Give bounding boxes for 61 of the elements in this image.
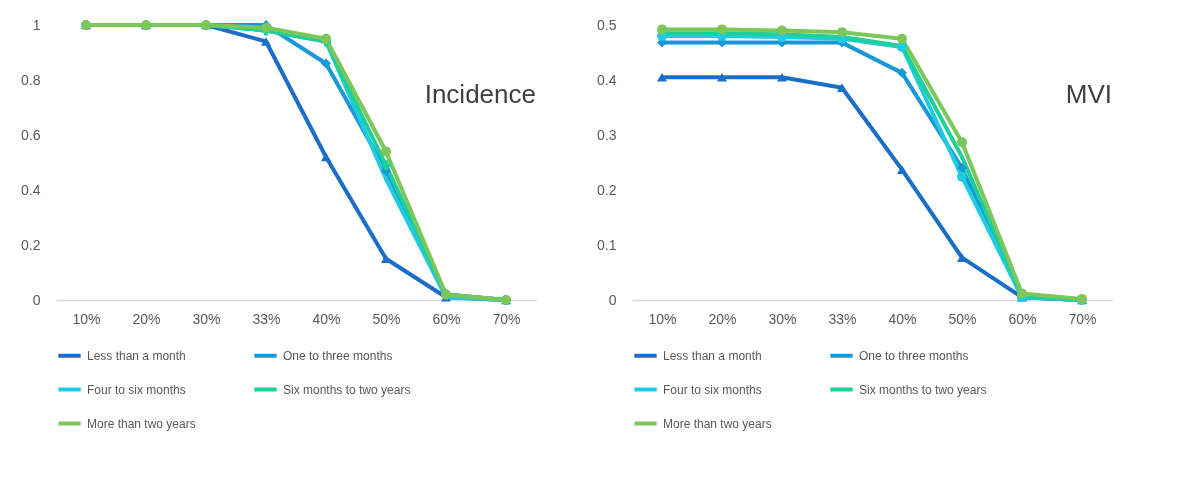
x-tick-label: 33% bbox=[252, 310, 281, 327]
y-tick-label: 0.8 bbox=[21, 71, 41, 88]
text: Incidence bbox=[424, 79, 536, 109]
point bbox=[1017, 288, 1027, 299]
x-tick-label: 33% bbox=[828, 310, 857, 327]
point bbox=[837, 27, 847, 38]
point bbox=[837, 83, 847, 93]
x-tick-label: 30% bbox=[192, 310, 221, 327]
x-tick-label: 50% bbox=[948, 310, 977, 327]
y-tick-label: 0.3 bbox=[597, 126, 617, 143]
legend-label: Six months to two years bbox=[283, 382, 411, 397]
y-tick-label: 0.2 bbox=[597, 181, 617, 198]
x-tick-label: 50% bbox=[372, 310, 401, 327]
point bbox=[897, 165, 907, 174]
y-tick-label: 0.5 bbox=[597, 16, 617, 33]
point bbox=[897, 42, 907, 52]
x-tick-label: 10% bbox=[72, 310, 101, 327]
x-tick-label: 30% bbox=[768, 310, 797, 327]
legend-label: One to three months bbox=[859, 348, 969, 363]
x-tick-label: 40% bbox=[888, 310, 917, 327]
y-tick-label: 0.4 bbox=[597, 71, 617, 88]
point bbox=[717, 24, 727, 35]
x-tick-label: 70% bbox=[1068, 310, 1097, 327]
point bbox=[657, 72, 667, 82]
x-tick-label: 40% bbox=[312, 310, 341, 327]
legend-label: Six months to two years bbox=[859, 382, 987, 397]
y-tick-label: 0 bbox=[32, 291, 41, 308]
x-tick-label: 20% bbox=[708, 310, 737, 327]
point bbox=[717, 72, 727, 82]
point bbox=[321, 152, 331, 162]
point bbox=[957, 137, 967, 148]
legend-label: Less than a month bbox=[663, 348, 762, 363]
y-tick-label: 1 bbox=[32, 16, 41, 33]
point bbox=[957, 171, 967, 182]
point bbox=[657, 24, 667, 35]
point bbox=[897, 67, 907, 78]
legend-label: More than two years bbox=[663, 416, 772, 431]
point bbox=[897, 33, 907, 44]
legend-label: One to three months bbox=[283, 348, 393, 363]
x-tick-label: 20% bbox=[132, 310, 161, 327]
y-tick-label: 0.6 bbox=[21, 126, 41, 143]
point bbox=[381, 146, 391, 157]
y-tick-label: 0.1 bbox=[597, 236, 617, 253]
point bbox=[321, 58, 331, 69]
x-tick-label: 60% bbox=[1008, 310, 1037, 327]
point bbox=[261, 37, 271, 46]
legend-label: Four to six months bbox=[663, 382, 762, 397]
legend-label: More than two years bbox=[87, 416, 196, 431]
point bbox=[381, 160, 391, 171]
x-tick-label: 70% bbox=[492, 310, 521, 327]
x-tick-label: 60% bbox=[432, 310, 461, 327]
text: MVI bbox=[1065, 79, 1112, 109]
point bbox=[777, 25, 787, 36]
y-tick-label: 0.2 bbox=[21, 236, 41, 253]
y-tick-label: 0 bbox=[608, 291, 617, 308]
legend-label: Less than a month bbox=[87, 348, 186, 363]
point bbox=[957, 163, 967, 173]
legend-label: Four to six months bbox=[87, 382, 186, 397]
x-tick-label: 10% bbox=[648, 310, 677, 327]
y-tick-label: 0.4 bbox=[21, 181, 41, 198]
point bbox=[777, 72, 787, 82]
